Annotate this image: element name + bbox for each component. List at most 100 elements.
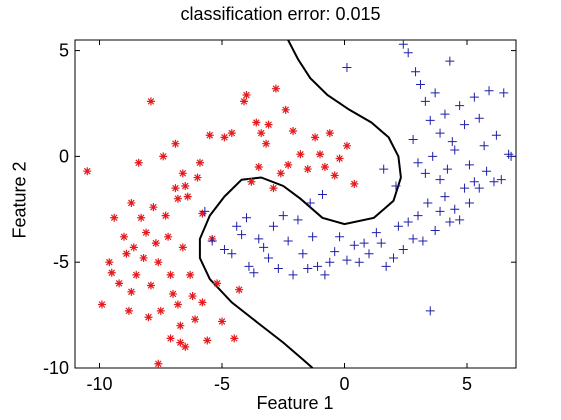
- data-point-asterisk: [97, 300, 106, 309]
- data-point-asterisk: [132, 270, 141, 279]
- data-point-asterisk: [252, 118, 261, 127]
- data-point-asterisk: [146, 97, 155, 106]
- data-point-plus: [445, 217, 455, 227]
- data-point-asterisk: [235, 285, 244, 294]
- x-axis-label: Feature 1: [256, 393, 334, 413]
- data-point-plus: [325, 257, 335, 267]
- data-point-plus: [354, 257, 364, 267]
- data-point-asterisk: [110, 213, 119, 222]
- data-point-asterisk: [186, 270, 195, 279]
- data-point-asterisk: [213, 279, 222, 288]
- data-point-asterisk: [154, 258, 163, 267]
- data-point-asterisk: [230, 334, 239, 343]
- data-point-plus: [219, 244, 229, 254]
- data-point-plus: [455, 101, 465, 111]
- data-point-plus: [420, 96, 430, 106]
- data-point-plus: [232, 221, 242, 231]
- data-point-plus: [479, 141, 489, 151]
- data-point-asterisk: [154, 359, 163, 368]
- data-point-plus: [415, 79, 425, 89]
- data-point-asterisk: [242, 91, 251, 100]
- data-point-asterisk: [325, 129, 334, 138]
- data-point-asterisk: [176, 338, 185, 347]
- data-point-asterisk: [240, 97, 249, 106]
- data-point-plus: [435, 175, 445, 185]
- data-point-asterisk: [218, 317, 226, 326]
- data-point-asterisk: [149, 203, 158, 212]
- x-tick-label: 5: [462, 374, 472, 394]
- data-point-plus: [259, 242, 269, 252]
- data-point-plus: [200, 206, 210, 216]
- data-point-asterisk: [122, 249, 131, 258]
- data-point-plus: [447, 137, 457, 147]
- data-point-plus: [342, 255, 352, 265]
- data-point-asterisk: [276, 169, 285, 178]
- data-point-plus: [393, 221, 403, 231]
- data-point-plus: [489, 177, 499, 187]
- data-point-asterisk: [171, 184, 180, 193]
- data-point-asterisk: [166, 334, 175, 343]
- data-point-asterisk: [320, 162, 329, 171]
- data-point-asterisk: [164, 232, 173, 241]
- data-point-asterisk: [142, 228, 151, 237]
- data-point-asterisk: [227, 129, 236, 138]
- data-point-plus: [435, 206, 445, 216]
- data-point-plus: [254, 234, 264, 244]
- data-point-asterisk: [281, 105, 290, 114]
- data-point-plus: [413, 158, 423, 168]
- data-point-plus: [335, 232, 345, 242]
- data-point-asterisk: [171, 139, 180, 148]
- data-point-plus: [305, 198, 315, 208]
- data-point-plus: [349, 240, 359, 250]
- data-point-asterisk: [105, 258, 114, 267]
- data-point-asterisk: [176, 321, 185, 330]
- data-point-asterisk: [264, 120, 273, 129]
- data-point-plus: [450, 145, 460, 155]
- data-point-asterisk: [195, 158, 204, 167]
- data-point-plus: [376, 238, 386, 248]
- data-point-asterisk: [173, 300, 182, 309]
- y-tick-label: 0: [59, 146, 69, 166]
- data-point-plus: [317, 189, 327, 199]
- data-point-asterisk: [257, 129, 266, 138]
- data-point-plus: [364, 249, 374, 259]
- data-point-plus: [413, 211, 423, 221]
- data-point-plus: [293, 215, 303, 225]
- data-point-plus: [506, 151, 516, 161]
- data-point-asterisk: [198, 209, 207, 218]
- data-layer: [83, 40, 516, 368]
- plot-frame: [74, 39, 517, 369]
- data-point-plus: [442, 164, 452, 174]
- data-point-plus: [430, 225, 440, 235]
- data-point-asterisk: [303, 165, 312, 174]
- data-point-asterisk: [181, 342, 190, 351]
- data-point-plus: [249, 268, 259, 278]
- data-point-asterisk: [191, 315, 200, 324]
- data-point-asterisk: [311, 133, 320, 142]
- data-point-asterisk: [350, 179, 359, 188]
- data-point-asterisk: [178, 243, 187, 252]
- data-point-asterisk: [296, 150, 305, 159]
- data-point-plus: [273, 264, 283, 274]
- data-point-plus: [460, 183, 470, 193]
- data-point-plus: [460, 120, 470, 130]
- data-point-asterisk: [83, 167, 92, 176]
- data-point-plus: [420, 168, 430, 178]
- data-point-plus: [330, 247, 340, 257]
- data-point-asterisk: [335, 154, 344, 163]
- data-point-plus: [474, 113, 484, 123]
- data-point-plus: [242, 213, 251, 223]
- data-point-plus: [469, 92, 479, 102]
- data-point-plus: [445, 56, 455, 66]
- data-point-plus: [278, 211, 288, 221]
- data-point-asterisk: [120, 232, 128, 241]
- data-point-plus: [403, 48, 413, 58]
- data-point-plus: [450, 204, 460, 214]
- data-point-asterisk: [181, 182, 190, 191]
- data-point-plus: [398, 244, 408, 254]
- data-point-plus: [423, 198, 433, 208]
- data-point-plus: [464, 160, 474, 170]
- data-point-plus: [283, 236, 293, 246]
